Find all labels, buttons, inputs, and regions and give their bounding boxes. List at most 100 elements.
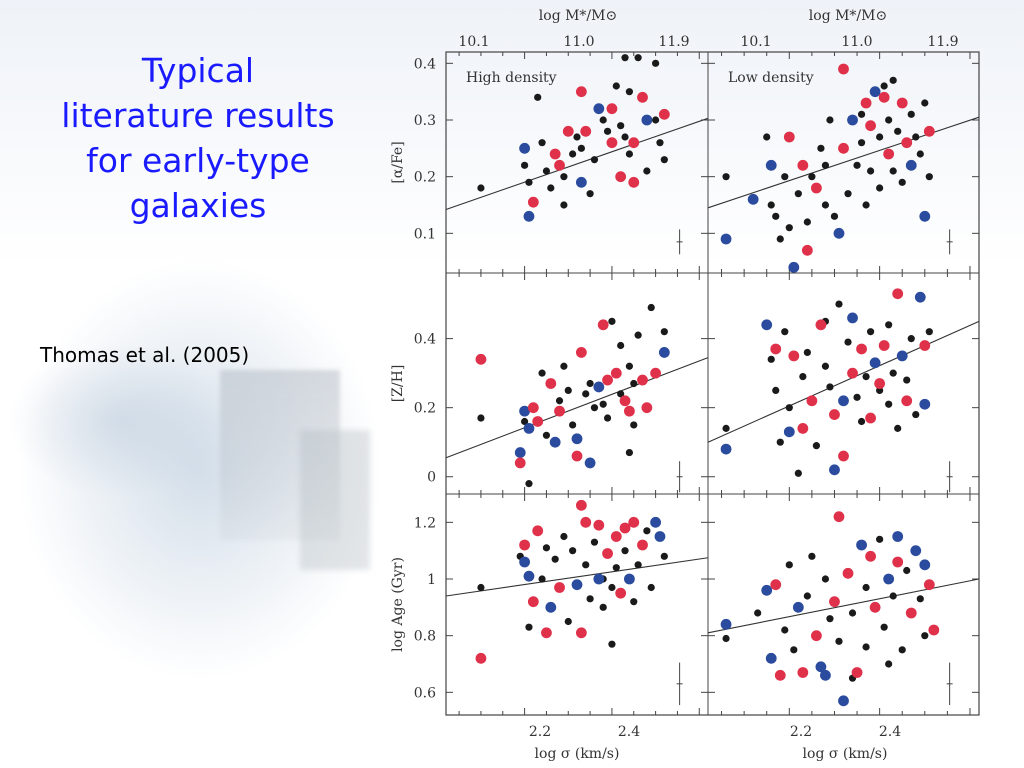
data-point <box>637 539 648 551</box>
data-point <box>621 547 629 555</box>
y-tick-label: 0.2 <box>414 170 436 186</box>
data-point <box>525 480 533 488</box>
data-point <box>514 447 526 458</box>
data-point <box>867 167 875 175</box>
data-point <box>621 54 629 62</box>
data-point <box>519 556 530 568</box>
data-point <box>586 190 594 198</box>
data-point <box>894 424 902 432</box>
data-point <box>630 598 638 606</box>
top-tick-label: 11.9 <box>658 34 689 50</box>
data-point <box>794 190 802 198</box>
data-point <box>571 433 583 445</box>
y-tick-label: 0.4 <box>414 56 436 72</box>
data-point <box>542 167 551 175</box>
top-axis-label: log M*/M⊙ <box>809 8 887 24</box>
panel-r1c0 <box>445 272 709 495</box>
data-point <box>851 667 863 678</box>
data-point <box>865 120 876 132</box>
data-point <box>625 362 634 370</box>
data-point <box>844 338 852 346</box>
data-point <box>475 353 487 365</box>
data-point <box>580 516 592 528</box>
data-point <box>545 601 557 613</box>
data-point <box>898 646 906 654</box>
y-tick-label: 0.1 <box>414 226 436 242</box>
data-point <box>523 570 535 582</box>
data-point <box>747 193 759 205</box>
y-tick-label: 0.3 <box>414 113 436 129</box>
data-point <box>853 393 861 401</box>
data-point <box>586 595 594 603</box>
data-point <box>549 148 561 160</box>
data-point <box>865 550 876 562</box>
data-point <box>903 376 911 384</box>
data-point <box>615 587 627 599</box>
data-point <box>652 116 660 124</box>
data-point <box>923 579 935 591</box>
data-point <box>928 624 940 636</box>
data-point <box>907 110 915 118</box>
y-tick-label: 0.2 <box>414 401 436 417</box>
data-point <box>634 54 642 62</box>
data-point <box>547 184 555 192</box>
data-point <box>571 450 583 462</box>
data-point <box>575 86 587 98</box>
data-point <box>538 575 546 583</box>
data-point <box>619 522 631 534</box>
data-point <box>658 108 670 120</box>
data-point <box>808 173 816 181</box>
data-point <box>584 457 596 469</box>
data-point <box>617 122 625 130</box>
data-point <box>606 137 618 149</box>
data-point <box>889 76 897 84</box>
data-point <box>617 390 625 398</box>
data-point <box>608 317 616 325</box>
data-point <box>580 125 592 137</box>
data-point <box>564 617 572 626</box>
data-point <box>794 469 802 477</box>
data-point <box>885 660 893 668</box>
fit-line <box>707 116 980 209</box>
data-point <box>830 212 839 220</box>
data-point <box>554 405 565 417</box>
data-point <box>838 695 849 707</box>
x-axis-label: log σ (km/s) <box>803 746 888 762</box>
data-point <box>477 583 485 592</box>
data-point <box>532 525 544 537</box>
data-point <box>573 133 581 141</box>
data-point <box>606 103 618 115</box>
data-point <box>860 97 872 109</box>
y-tick-label: 1.2 <box>414 515 436 531</box>
data-point <box>910 545 922 557</box>
data-point <box>883 148 895 160</box>
x-tick-label: 2.4 <box>879 724 901 740</box>
x-axis-label: log σ (km/s) <box>535 746 620 762</box>
x-tick-label: 2.4 <box>618 724 640 740</box>
data-point <box>903 566 911 575</box>
data-point <box>523 422 535 434</box>
data-point <box>575 347 587 358</box>
data-point <box>901 137 913 149</box>
data-point <box>889 369 897 377</box>
data-point <box>921 99 929 107</box>
data-point <box>647 303 655 312</box>
data-point <box>525 623 533 631</box>
data-point <box>821 575 830 583</box>
data-point <box>885 116 893 124</box>
data-point <box>788 350 800 362</box>
data-point <box>761 319 773 331</box>
data-point <box>599 116 607 124</box>
data-point <box>919 559 931 571</box>
data-point <box>844 190 852 198</box>
data-point <box>785 561 793 569</box>
data-point <box>641 402 653 414</box>
data-point <box>634 331 642 339</box>
data-point <box>538 139 546 147</box>
data-point <box>560 362 568 370</box>
data-point <box>571 579 583 591</box>
data-point <box>867 328 875 336</box>
data-point <box>770 579 782 591</box>
data-point <box>772 212 780 220</box>
data-point <box>634 561 642 569</box>
